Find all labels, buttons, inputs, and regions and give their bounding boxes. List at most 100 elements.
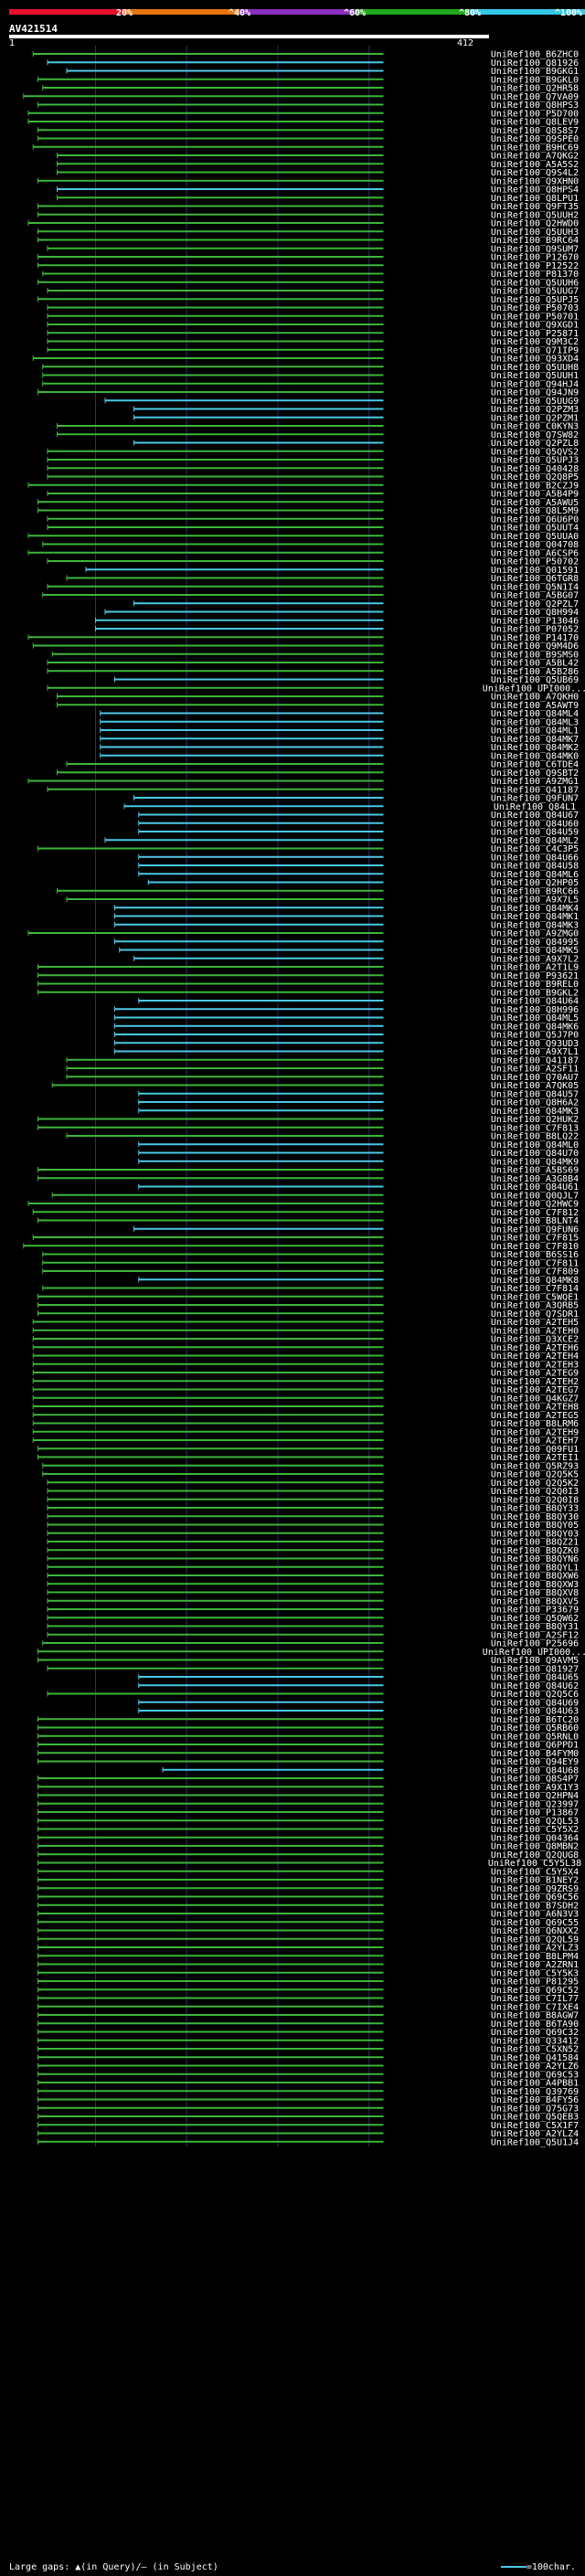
hit-id-link[interactable]: UniRef100_Q04708	[491, 540, 579, 550]
hit-id-link[interactable]: UniRef100_Q84U60	[491, 819, 579, 829]
hit-id-link[interactable]: UniRef100_A9X7L5	[491, 896, 579, 906]
hit-id-link[interactable]: UniRef100_Q7SDR1	[491, 1309, 579, 1320]
hit-id-link[interactable]: UniRef100_Q2Q0I8	[491, 1495, 579, 1505]
hit-id-link[interactable]: UniRef100_P81370	[491, 270, 579, 280]
hit-id-link[interactable]: UniRef100_Q8MBN2	[491, 1842, 579, 1852]
hit-id-link[interactable]: UniRef100_A7QK05	[491, 1081, 579, 1091]
hit-id-link[interactable]: UniRef100_A2TEG9	[491, 1369, 579, 1379]
hit-id-link[interactable]: UniRef100_Q8HPS4	[491, 186, 579, 196]
hit-id-link[interactable]: UniRef100_Q39769	[491, 2087, 579, 2097]
hit-id-link[interactable]: UniRef100_C5Y5X4	[491, 1867, 579, 1877]
hit-id-link[interactable]: UniRef100_Q9SBT2	[491, 769, 579, 779]
hit-id-link[interactable]: UniRef100_C6TDE4	[491, 760, 579, 770]
hit-id-link[interactable]: UniRef100_Q69C55	[491, 1918, 579, 1928]
hit-id-link[interactable]: UniRef100_Q6U6P0	[491, 514, 579, 525]
hit-id-link[interactable]: UniRef100_A2ZRN1	[491, 1960, 579, 1970]
hit-id-link[interactable]: UniRef100_A2TEH4	[491, 1352, 579, 1362]
hit-id-link[interactable]: UniRef100_Q9SUM7	[491, 244, 579, 254]
hit-id-link[interactable]: UniRef100_P50701	[491, 312, 579, 322]
hit-id-link[interactable]: UniRef100_Q9XGD1	[491, 321, 579, 331]
hit-id-link[interactable]: UniRef100_Q8LPU1	[491, 194, 579, 204]
hit-id-link[interactable]: UniRef100_B8QXV8	[491, 1588, 579, 1598]
hit-id-link[interactable]: UniRef100_Q8LEV9	[491, 118, 579, 128]
hit-id-link[interactable]: UniRef100_B1NEY2	[491, 1876, 579, 1886]
hit-id-link[interactable]: UniRef100_Q5UUA0	[491, 532, 579, 542]
hit-id-link[interactable]: UniRef100_C7F815	[491, 1234, 579, 1244]
hit-id-link[interactable]: UniRef100_Q84MK4	[491, 904, 579, 914]
hit-id-link[interactable]: UniRef100_B8QZK0	[491, 1546, 579, 1556]
hit-id-link[interactable]: UniRef100_Q81926	[491, 58, 579, 69]
hit-id-link[interactable]: UniRef100_Q3XCE2	[491, 1335, 579, 1345]
hit-id-link[interactable]: UniRef100_B6TA90	[491, 2019, 579, 2030]
hit-id-link[interactable]: UniRef100_Q84ML3	[491, 717, 579, 727]
hit-id-link[interactable]: UniRef100_Q84L1	[494, 802, 576, 812]
hit-id-link[interactable]: UniRef100_C5XN52	[491, 2045, 579, 2055]
hit-id-link[interactable]: UniRef100_Q9SPE0	[491, 134, 579, 144]
hit-id-link[interactable]: UniRef100_A2T1L9	[491, 963, 579, 973]
hit-id-link[interactable]: UniRef100_Q6NXX2	[491, 1926, 579, 1936]
hit-id-link[interactable]: UniRef100_Q84U67	[491, 811, 579, 821]
hit-id-link[interactable]: UniRef100_C5Y5K3	[491, 1968, 579, 1978]
hit-id-link[interactable]: UniRef100_Q09FU1	[491, 1445, 579, 1455]
hit-id-link[interactable]: UniRef100_Q2HP05	[491, 878, 579, 888]
hit-id-link[interactable]: UniRef100_A5BL42	[491, 659, 579, 669]
hit-id-link[interactable]: UniRef100_Q69C32	[491, 2028, 579, 2038]
hit-id-link[interactable]: UniRef100_C5X1F7	[491, 2121, 579, 2131]
hit-id-link[interactable]: UniRef100_B9RC64	[491, 236, 579, 246]
hit-id-link[interactable]: UniRef100_Q2Q5K5	[491, 1470, 579, 1480]
hit-id-link[interactable]: UniRef100_Q5RB60	[491, 1723, 579, 1733]
hit-id-link[interactable]: UniRef100_C7F810	[491, 1242, 579, 1252]
hit-id-link[interactable]: UniRef100_Q84MK6	[491, 1022, 579, 1032]
hit-id-link[interactable]: UniRef100_Q8S4P7	[491, 1775, 579, 1785]
hit-id-link[interactable]: UniRef100_B8AGW7	[491, 2011, 579, 2021]
hit-id-link[interactable]: UniRef100_UPI000...	[483, 1648, 585, 1658]
hit-id-link[interactable]: UniRef100_Q5UUH1	[491, 371, 579, 381]
hit-id-link[interactable]: UniRef100_A5A5S2	[491, 160, 579, 170]
hit-id-link[interactable]: UniRef100_Q71IP9	[491, 345, 579, 355]
hit-id-link[interactable]: UniRef100_C5Y5L38	[488, 1859, 581, 1869]
hit-id-link[interactable]: UniRef100_A2TEH7	[491, 1436, 579, 1447]
hit-id-link[interactable]: UniRef100_Q8HPS3	[491, 101, 579, 111]
hit-id-link[interactable]: UniRef100_Q2PZL7	[491, 599, 579, 610]
hit-id-link[interactable]: UniRef100_Q5J7P0	[491, 1031, 579, 1041]
hit-id-link[interactable]: UniRef100_A7QKG2	[491, 152, 579, 162]
hit-id-link[interactable]: UniRef100_Q84ML2	[491, 836, 579, 846]
hit-id-link[interactable]: UniRef100_Q9S4L2	[491, 168, 579, 178]
hit-id-link[interactable]: UniRef100_Q2HWC9	[491, 1200, 579, 1210]
hit-id-link[interactable]: UniRef100_A2TEH0	[491, 1326, 579, 1336]
hit-id-link[interactable]: UniRef100_A9ZMG0	[491, 929, 579, 939]
hit-id-link[interactable]: UniRef100_Q8H6A2	[491, 1098, 579, 1108]
hit-id-link[interactable]: UniRef100_B8QY33	[491, 1504, 579, 1514]
hit-id-link[interactable]: UniRef100_Q84MK3	[491, 1107, 579, 1117]
hit-id-link[interactable]: UniRef100_Q5RNL0	[491, 1732, 579, 1742]
hit-id-link[interactable]: UniRef100_B7SDH2	[491, 1901, 579, 1911]
hit-id-link[interactable]: UniRef100_A2SF11	[491, 1065, 579, 1075]
hit-id-link[interactable]: UniRef100_Q4KGZ7	[491, 1394, 579, 1404]
hit-id-link[interactable]: UniRef100_P81295	[491, 1977, 579, 1988]
hit-id-link[interactable]: UniRef100_P13046	[491, 616, 579, 626]
hit-id-link[interactable]: UniRef100_Q84MK8	[491, 1276, 579, 1286]
hit-id-link[interactable]: UniRef100_Q2HPN4	[491, 1791, 579, 1801]
hit-id-link[interactable]: UniRef100_Q01591	[491, 566, 579, 576]
hit-id-link[interactable]: UniRef100_Q84U70	[491, 1149, 579, 1159]
hit-id-link[interactable]: UniRef100_Q70AU7	[491, 1073, 579, 1083]
hit-id-link[interactable]: UniRef100_Q7SW82	[491, 430, 579, 440]
hit-id-link[interactable]: UniRef100_A4PBB1	[491, 2079, 579, 2089]
hit-id-link[interactable]: UniRef100_Q69C52	[491, 1986, 579, 1996]
hit-id-link[interactable]: UniRef100_Q2QL59	[491, 1935, 579, 1945]
hit-id-link[interactable]: UniRef100_B8QY30	[491, 1512, 579, 1522]
hit-id-link[interactable]: UniRef100_Q84U69	[491, 1698, 579, 1708]
hit-id-link[interactable]: UniRef100_Q84MK1	[491, 912, 579, 922]
hit-id-link[interactable]: UniRef100_B8QY03	[491, 1529, 579, 1539]
hit-id-link[interactable]: UniRef100_Q84U61	[491, 1182, 579, 1193]
hit-id-link[interactable]: UniRef100_C5WQE1	[491, 1292, 579, 1302]
hit-id-link[interactable]: UniRef100_C7F809	[491, 1267, 579, 1277]
hit-id-link[interactable]: UniRef100_Q84U62	[491, 1681, 579, 1691]
hit-id-link[interactable]: UniRef100_Q84U64	[491, 997, 579, 1007]
hit-id-link[interactable]: UniRef100_A2TEH2	[491, 1377, 579, 1387]
hit-id-link[interactable]: UniRef100_B8LQ22	[491, 1132, 579, 1142]
hit-id-link[interactable]: UniRef100_B8QXW6	[491, 1572, 579, 1582]
hit-id-link[interactable]: UniRef100_Q84ML6	[491, 870, 579, 880]
hit-id-link[interactable]: UniRef100_P5D700	[491, 109, 579, 119]
hit-id-link[interactable]: UniRef100_Q84MK3	[491, 920, 579, 930]
